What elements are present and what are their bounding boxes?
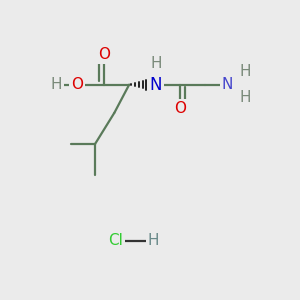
Text: O: O [98,47,110,62]
Text: H: H [51,77,62,92]
Text: Cl: Cl [108,233,123,248]
Text: H: H [147,233,159,248]
Text: O: O [174,101,186,116]
Text: H: H [239,64,251,79]
Text: H: H [239,91,251,106]
Text: H: H [150,56,162,71]
Text: O: O [71,77,83,92]
Text: N: N [150,76,162,94]
Text: N: N [222,77,233,92]
